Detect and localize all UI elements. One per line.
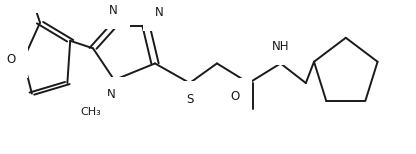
Text: NH: NH: [272, 40, 289, 53]
Text: S: S: [186, 93, 193, 106]
Text: N: N: [106, 88, 115, 101]
Text: CH₃: CH₃: [9, 0, 30, 2]
Text: CH₃: CH₃: [80, 107, 101, 117]
Text: O: O: [230, 90, 240, 103]
Text: O: O: [7, 53, 16, 66]
Text: N: N: [155, 6, 164, 19]
Text: N: N: [109, 4, 118, 17]
